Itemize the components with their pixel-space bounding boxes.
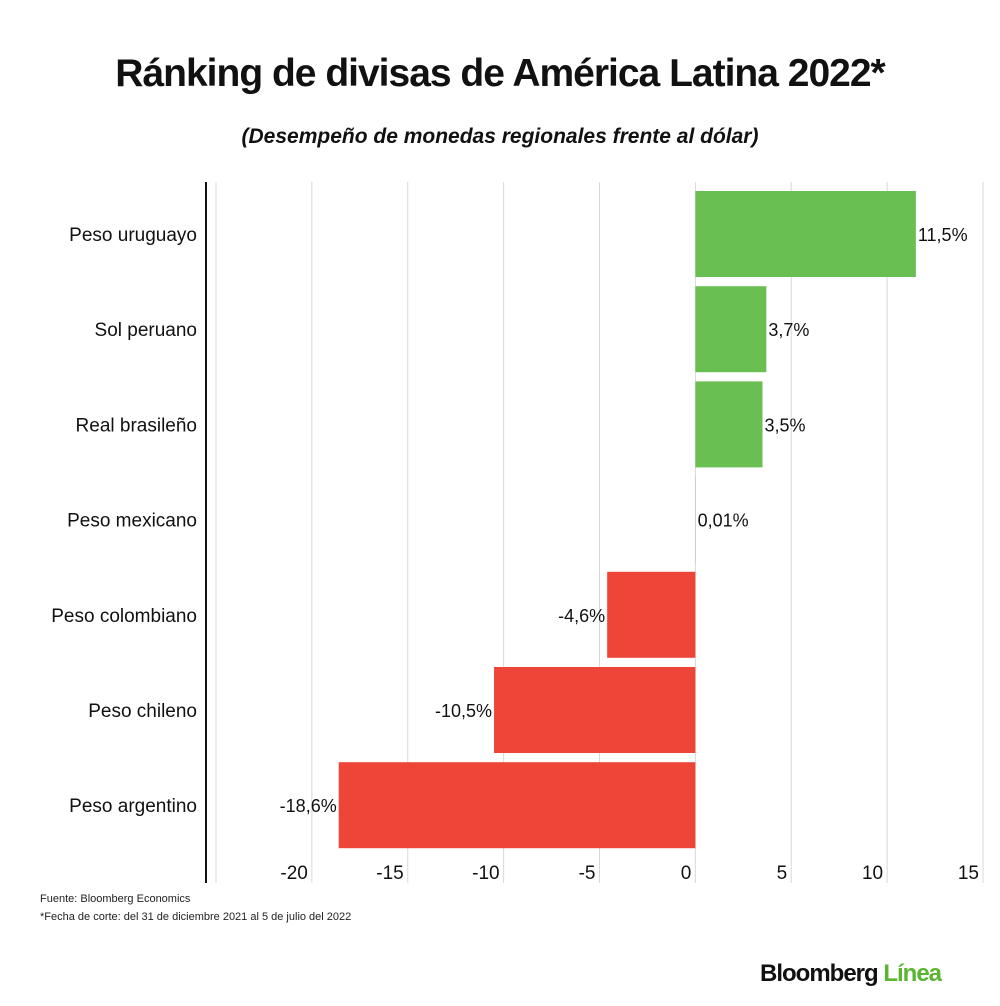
source-note: Fuente: Bloomberg Economics: [40, 893, 191, 905]
category-label: Peso mexicano: [67, 511, 197, 532]
data-label: 3,7%: [768, 320, 809, 340]
bar: [695, 381, 763, 468]
data-label: -18,6%: [280, 796, 337, 816]
tick-label: -10: [472, 863, 499, 884]
bar: [607, 571, 696, 658]
category-label: Peso chileno: [88, 701, 197, 722]
date-note: *Fecha de corte: del 31 de diciembre 202…: [40, 911, 352, 923]
tick-label: -15: [376, 863, 403, 884]
tick-label: 5: [777, 863, 788, 884]
data-label: -10,5%: [435, 701, 492, 721]
tick-label: -5: [579, 863, 596, 884]
tick-label: 10: [862, 863, 883, 884]
chart-subtitle: (Desempeño de monedas regionales frente …: [241, 125, 759, 148]
category-label: Peso colombiano: [51, 606, 197, 627]
category-label: Peso argentino: [69, 796, 197, 817]
bar: [695, 191, 916, 277]
category-label: Real brasileño: [76, 415, 197, 436]
tick-label: 15: [958, 863, 979, 884]
bar: [695, 286, 767, 373]
data-label: 0,01%: [698, 511, 749, 531]
bar: [494, 667, 696, 753]
tick-label: -20: [280, 863, 307, 884]
data-label: 3,5%: [764, 415, 805, 435]
data-label: 11,5%: [918, 225, 968, 245]
data-label: -4,6%: [558, 606, 605, 626]
tick-label: 0: [681, 863, 692, 884]
chart-title: Ránking de divisas de América Latina 202…: [115, 52, 885, 95]
logo-part1: Bloomberg: [760, 960, 879, 987]
category-label: Sol peruano: [95, 320, 197, 341]
logo-part2: Línea: [883, 960, 942, 987]
category-label: Peso uruguayo: [69, 225, 197, 246]
bloomberg-linea-logo: Bloomberg Línea: [760, 960, 942, 988]
bar: [338, 762, 696, 849]
